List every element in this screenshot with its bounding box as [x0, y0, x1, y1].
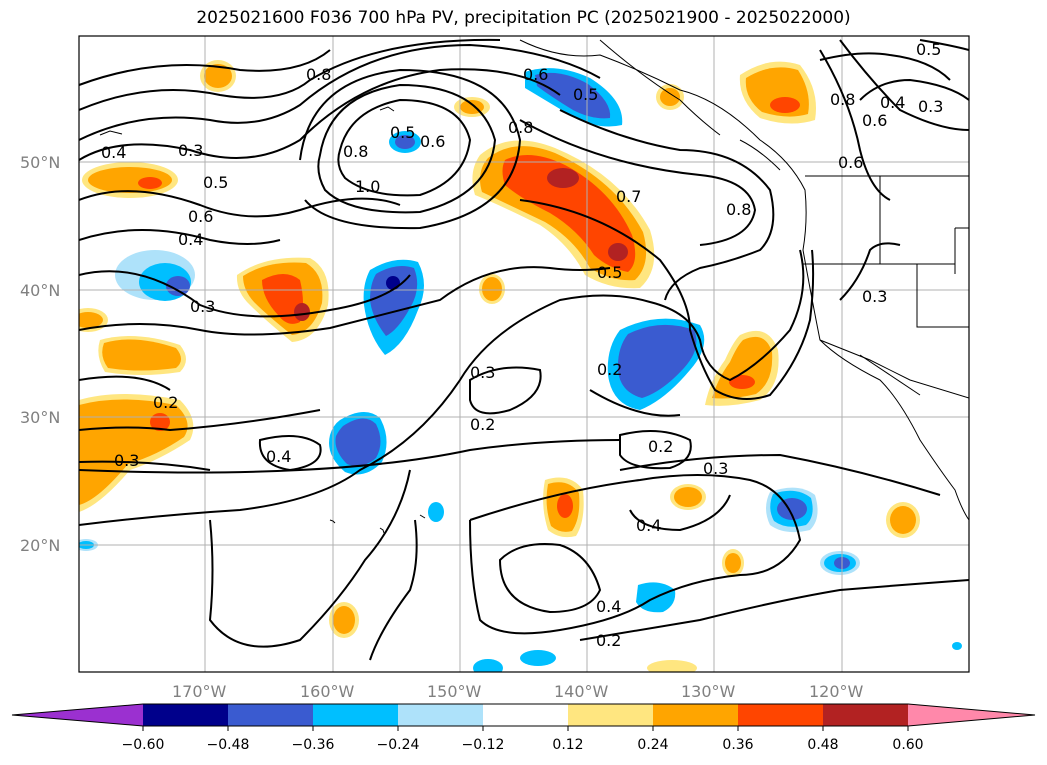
contour-label: 0.2: [596, 631, 621, 650]
precip-positive-west-edge-3: [79, 394, 194, 512]
precip-positive-west-edge-2: [98, 336, 186, 375]
colorbar-tick-label: −0.60: [122, 737, 165, 753]
contour-label: 0.8: [830, 90, 855, 109]
precip-positive-ne: [739, 61, 816, 124]
contour-label: 0.8: [306, 65, 331, 84]
contour-label: 1.0: [355, 177, 380, 196]
colorbar-tick-label: 0.12: [552, 737, 583, 753]
longitude-label: 120°W: [809, 682, 864, 701]
colorbar-extend-high: [908, 704, 1035, 726]
contour-label: 0.3: [470, 363, 495, 382]
precip-positive-nw-pacific: [82, 162, 178, 198]
precip-negative-south-small: [473, 642, 962, 672]
precip-negative-152w-small: [389, 131, 421, 153]
contour-label: 0.5: [573, 85, 598, 104]
longitude-label: 150°W: [427, 682, 482, 701]
latitude-label: 30°N: [20, 408, 60, 427]
colorbar-tick-label: −0.12: [462, 737, 505, 753]
colorbar-segment: [398, 704, 483, 726]
colorbar-segment: [653, 704, 738, 726]
contour-label: 0.5: [390, 123, 415, 142]
precip-negative-122w: [766, 487, 818, 533]
precip-positive-150w-small: [454, 97, 490, 117]
contour-label: 0.5: [203, 173, 228, 192]
contour-label: 0.8: [508, 118, 533, 137]
precip-positive-129w-small: [722, 549, 744, 577]
contour-label: 0.3: [190, 297, 215, 316]
contour-label: 0.4: [101, 143, 126, 162]
contour-label: 0.3: [703, 459, 728, 478]
colorbar-tick-label: −0.36: [292, 737, 335, 753]
precip-positive-157w-south: [329, 602, 359, 638]
colorbar: −0.60 −0.48 −0.36 −0.24 −0.12 0.12 0.24 0.36 0.4…: [11, 703, 1036, 753]
longitude-label: 160°W: [300, 682, 355, 701]
contour-label: 0.3: [862, 287, 887, 306]
graticule: [79, 36, 969, 672]
contour-label: 0.6: [420, 132, 445, 151]
longitude-label: 140°W: [554, 682, 609, 701]
colorbar-tick-label: −0.24: [377, 737, 420, 753]
colorbar-tick-label: 0.24: [637, 737, 668, 753]
colorbar-segment: [143, 704, 228, 726]
latitude-label: 40°N: [20, 281, 60, 300]
colorbar-extend-low: [12, 704, 143, 726]
contour-label: 0.8: [726, 200, 751, 219]
precip-positive-135w-small: [656, 84, 684, 110]
pv-contours: [79, 38, 969, 661]
precip-negative-north: [525, 68, 623, 127]
longitude-label: 130°W: [681, 682, 736, 701]
contour-label: 0.4: [266, 447, 291, 466]
contour-label: 0.2: [153, 393, 178, 412]
map-border: [78, 35, 970, 673]
contour-label: 0.2: [648, 437, 673, 456]
precip-positive-163w: [236, 257, 329, 342]
contour-label: 0.6: [188, 207, 213, 226]
precip-positive-142w: [543, 477, 584, 538]
contour-label: 0.3: [918, 97, 943, 116]
precip-positive-134w-small: [670, 484, 706, 510]
contour-label: 0.2: [597, 360, 622, 379]
colorbar-segment: [568, 704, 653, 726]
contour-label: 0.6: [862, 111, 887, 130]
colorbar-segment: [483, 704, 568, 726]
precip-positive-145w-small: [479, 274, 505, 304]
precip-negative-120w: [820, 551, 860, 575]
contour-label: 0.6: [838, 153, 863, 172]
contour-label: 0.5: [916, 40, 941, 59]
map-title: 2025021600 F036 700 hPa PV, precipitatio…: [196, 8, 851, 28]
colorbar-segment: [228, 704, 313, 726]
contour-label: 0.5: [597, 263, 622, 282]
contour-label: 0.2: [470, 415, 495, 434]
contour-label: 0.4: [880, 93, 905, 112]
colorbar-segment: [823, 704, 908, 726]
coastlines: [99, 39, 969, 534]
precip-negative-157w: [329, 411, 387, 475]
contour-label: 0.7: [616, 187, 641, 206]
latitude-label: 50°N: [20, 153, 60, 172]
precip-negative-147w-small: [428, 502, 444, 522]
colorbar-tick-label: 0.60: [892, 737, 923, 753]
contour-label: 0.8: [343, 142, 368, 161]
latitude-label: 20°N: [20, 536, 60, 555]
contour-label: 0.3: [178, 141, 203, 160]
precip-positive-116w: [886, 502, 920, 538]
colorbar-tick-label: 0.48: [807, 737, 838, 753]
precip-positive-main-band: [472, 140, 655, 289]
contour-label: 0.3: [114, 451, 139, 470]
colorbar-segment: [313, 704, 398, 726]
colorbar-tick-label: −0.48: [207, 737, 250, 753]
colorbar-segment: [738, 704, 823, 726]
contour-label: 0.4: [596, 597, 621, 616]
contour-label-group: 0.8 0.6 0.5 0.4 0.3 0.5 0.6 0.4 0.5 0.6 …: [101, 40, 943, 650]
precip-negative-137w: [607, 318, 705, 410]
contour-label: 0.6: [523, 65, 548, 84]
colorbar-tick-label: 0.36: [722, 737, 753, 753]
longitude-label: 170°W: [172, 682, 227, 701]
precip-positive-128w: [705, 330, 779, 406]
contour-label: 0.4: [636, 516, 661, 535]
contour-label: 0.4: [178, 230, 203, 249]
